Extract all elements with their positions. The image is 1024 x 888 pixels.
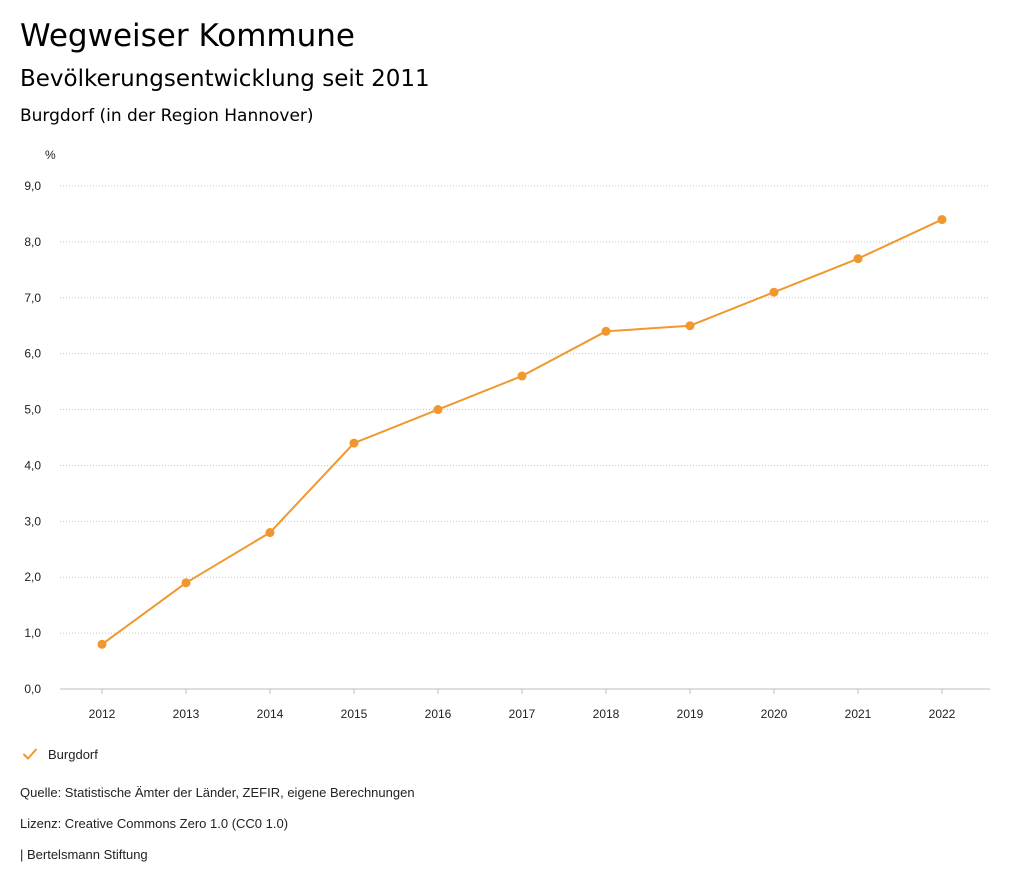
chart-region: Burgdorf (in der Region Hannover) xyxy=(20,106,314,126)
line-chart: % 0,01,02,03,04,05,06,07,08,09,0 2012 201… xyxy=(24,148,990,721)
y-tick-label: 0,0 xyxy=(24,682,41,696)
x-tick-label: 2015 xyxy=(341,707,368,721)
x-tick-label: 2017 xyxy=(509,707,536,721)
x-tick-label: 2021 xyxy=(845,707,872,721)
data-point[interactable] xyxy=(685,321,695,331)
data-point[interactable] xyxy=(769,287,779,297)
y-axis-unit-label: % xyxy=(45,148,56,162)
check-icon xyxy=(23,748,37,760)
data-point[interactable] xyxy=(601,326,611,336)
y-tick-label: 5,0 xyxy=(24,403,41,417)
y-tick-label: 4,0 xyxy=(24,458,41,472)
data-point[interactable] xyxy=(853,254,863,264)
x-tick-label: 2019 xyxy=(677,707,704,721)
x-tick-label: 2018 xyxy=(593,707,620,721)
y-tick-label: 1,0 xyxy=(24,626,41,640)
page-title: Wegweiser Kommune xyxy=(20,18,355,54)
series-burgdorf[interactable] xyxy=(97,215,947,649)
source-note: Quelle: Statistische Ämter der Länder, Z… xyxy=(20,785,415,800)
grid-lines xyxy=(60,185,990,690)
chart-subtitle: Bevölkerungsentwicklung seit 2011 xyxy=(20,66,430,92)
y-tick-label: 8,0 xyxy=(24,235,41,249)
y-tick-label: 6,0 xyxy=(24,347,41,361)
data-point[interactable] xyxy=(181,578,191,588)
y-tick-label: 7,0 xyxy=(24,291,41,305)
data-point[interactable] xyxy=(349,438,359,448)
x-tick-label: 2012 xyxy=(89,707,116,721)
y-tick-label: 2,0 xyxy=(24,570,41,584)
x-tick-label: 2020 xyxy=(761,707,788,721)
x-axis-ticks: 2012 2013 2014 2015 2016 2017 2018 2019 2020 2021… xyxy=(89,689,956,721)
x-tick-label: 2022 xyxy=(929,707,956,721)
legend-label: Burgdorf xyxy=(48,746,98,762)
y-tick-label: 9,0 xyxy=(24,179,41,193)
data-point[interactable] xyxy=(433,405,443,415)
publisher-note: | Bertelsmann Stiftung xyxy=(20,847,148,862)
data-point[interactable] xyxy=(265,528,275,538)
y-tick-label: 3,0 xyxy=(24,514,41,528)
legend-item-burgdorf[interactable]: Burgdorf xyxy=(22,744,98,764)
x-tick-label: 2014 xyxy=(257,707,284,721)
x-tick-label: 2016 xyxy=(425,707,452,721)
y-axis-ticks: 0,0 1,0 2,0 3,0 4,0 5,0 6,0 7,0 8,0 9,0 xyxy=(24,179,41,696)
license-note: Lizenz: Creative Commons Zero 1.0 (CC0 1… xyxy=(20,816,289,831)
data-point[interactable] xyxy=(517,371,527,381)
series-line[interactable] xyxy=(101,218,943,646)
x-tick-label: 2013 xyxy=(173,707,200,721)
data-point[interactable] xyxy=(937,215,947,225)
data-point[interactable] xyxy=(97,639,107,649)
